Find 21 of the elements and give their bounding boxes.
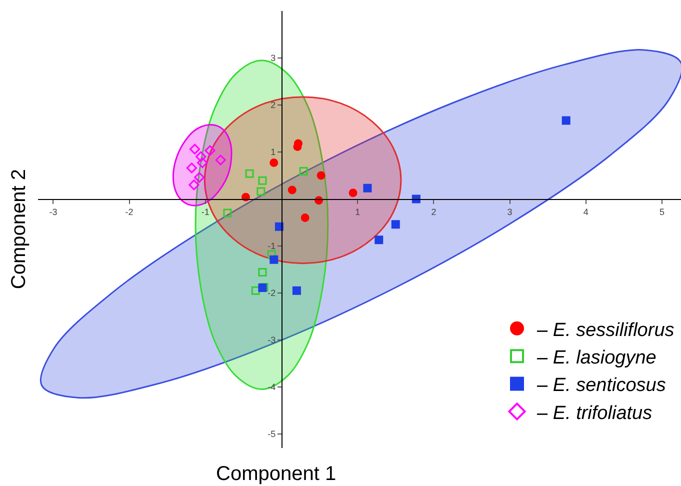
x-tick-label: 5 (659, 206, 664, 217)
x-tick-label: -3 (49, 206, 58, 217)
legend-label: – E. lasiogyne (536, 347, 656, 368)
y-tick-label: -3 (268, 335, 276, 346)
x-axis-title: Component 1 (216, 463, 336, 485)
y-axis-title: Component 2 (8, 168, 30, 290)
y-tick-label: -1 (268, 241, 276, 252)
x-tick-label: 3 (507, 206, 512, 217)
x-tick-label: 1 (355, 206, 360, 217)
legend-label: – E. senticosus (536, 375, 666, 396)
x-tick-label: -1 (201, 206, 210, 217)
y-tick-label: 1 (270, 147, 276, 158)
x-tick-label: 2 (431, 206, 436, 217)
x-tick-label: 4 (583, 206, 588, 217)
y-tick-label: 2 (270, 100, 276, 110)
y-tick-label: -5 (268, 429, 276, 440)
y-tick-label: 3 (270, 53, 276, 64)
legend-label: – E. trifoliatus (536, 402, 653, 424)
x-tick-label: -2 (125, 206, 134, 217)
y-tick-label: -2 (268, 288, 276, 298)
legend-label: – E. sessiliflorus (536, 320, 675, 341)
